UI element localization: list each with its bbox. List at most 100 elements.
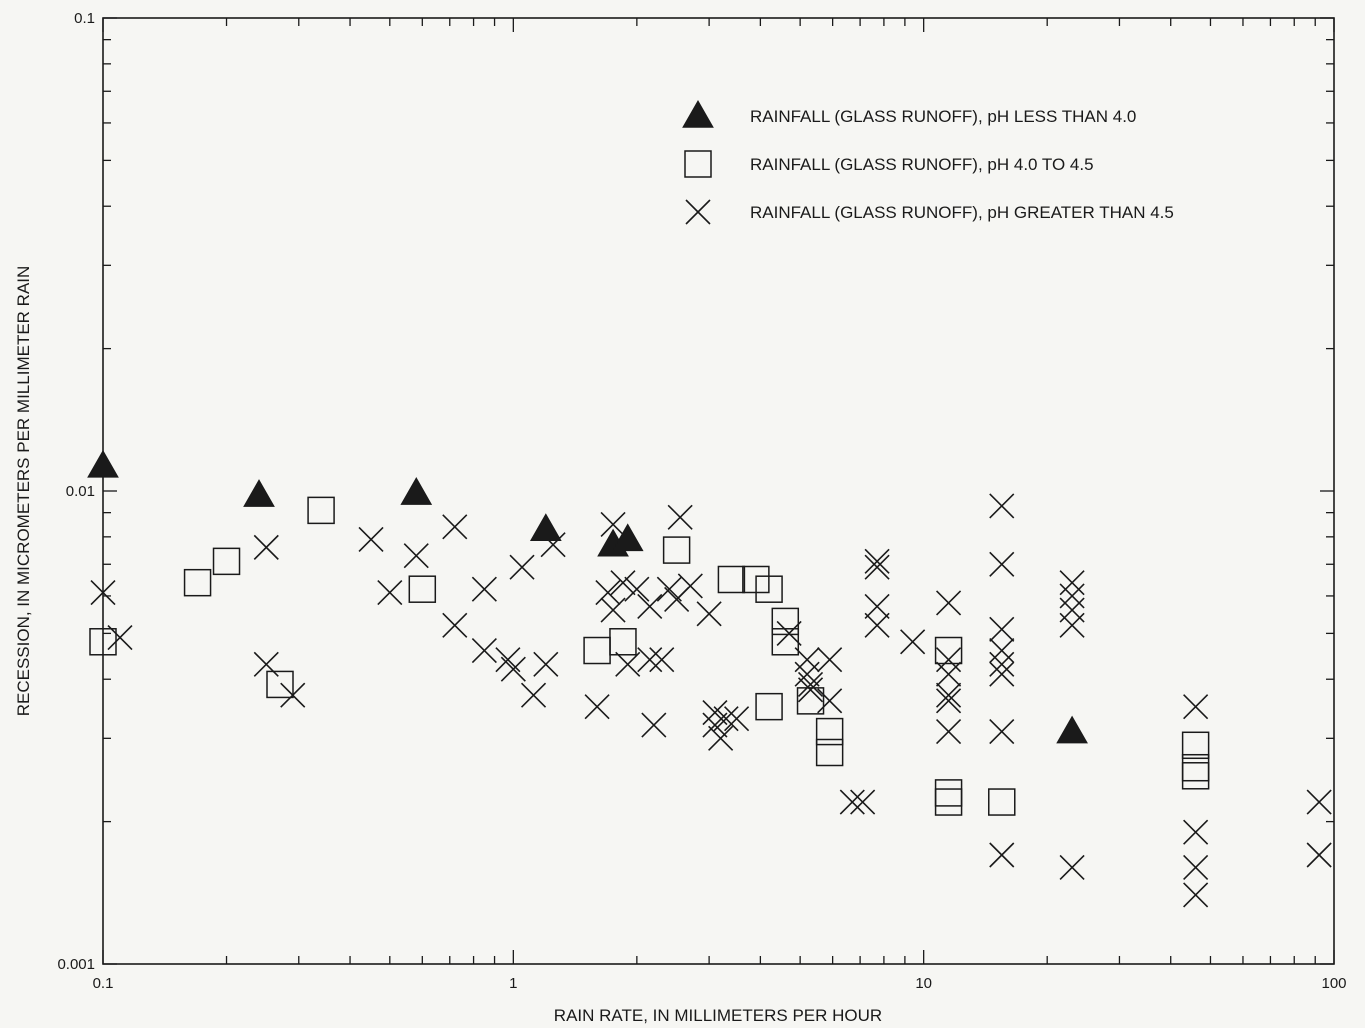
x-point (989, 493, 1015, 519)
square-point (934, 788, 963, 816)
x-marker-stroke (442, 612, 468, 638)
x-point (1059, 612, 1085, 638)
x-point (1306, 842, 1332, 868)
x-point (936, 647, 962, 673)
x-point (839, 789, 865, 815)
legend-item: RAINFALL (GLASS RUNOFF), pH 4.0 TO 4.5 (684, 150, 1094, 178)
x-marker-stroke (989, 719, 1015, 745)
x-marker-stroke (1183, 882, 1209, 908)
x-marker-stroke (377, 579, 403, 606)
x-marker-stroke (797, 671, 824, 697)
x-marker-stroke (989, 637, 1015, 664)
axis-ticks (102, 17, 1335, 965)
x-marker-stroke (90, 579, 116, 606)
x-point (696, 601, 722, 627)
x-point (403, 543, 429, 569)
triangle-point (87, 449, 119, 478)
x-marker-stroke (936, 719, 962, 745)
x-point (724, 706, 750, 732)
x-marker-stroke (584, 694, 610, 720)
legend-item: RAINFALL (GLASS RUNOFF), pH LESS THAN 4.… (682, 99, 1136, 128)
x-point (708, 725, 734, 751)
x-point (989, 551, 1015, 577)
x-marker-stroke (989, 551, 1015, 577)
x-point (1183, 694, 1209, 720)
x-point (817, 647, 843, 673)
x-marker-stroke (649, 647, 675, 673)
x-marker-stroke (403, 543, 429, 569)
x-point (864, 554, 890, 580)
x-marker-stroke (708, 725, 734, 751)
x-point (107, 624, 133, 651)
x-point (936, 590, 962, 616)
x-marker-stroke (677, 573, 703, 599)
square-point (771, 628, 800, 656)
x-marker-stroke (358, 526, 384, 552)
square-point (755, 692, 783, 721)
x-marker-stroke (936, 590, 962, 616)
x-point (936, 719, 962, 745)
x-marker-stroke (713, 706, 739, 732)
x-point (600, 597, 626, 623)
square-point (934, 636, 963, 665)
x-point (471, 637, 497, 664)
series-triangle-points (87, 449, 1088, 744)
x-point (637, 593, 663, 620)
x-marker-stroke (1306, 842, 1332, 868)
x-point (817, 688, 843, 714)
x-point (702, 700, 728, 726)
square-point (988, 788, 1016, 816)
x-point (797, 677, 824, 703)
x-point (1183, 854, 1209, 881)
x-marker-stroke (500, 656, 526, 682)
x-marker-stroke (600, 511, 626, 537)
x-marker-stroke (600, 597, 626, 623)
y-tick-label: 0.1 (74, 10, 95, 27)
triangle-point (243, 479, 275, 507)
x-point (989, 651, 1015, 677)
x-marker-stroke (615, 651, 641, 677)
x-point (989, 661, 1015, 687)
x-marker-stroke (936, 688, 962, 714)
x-point (649, 647, 675, 673)
x-marker-stroke (471, 576, 497, 602)
x-marker-stroke (495, 647, 521, 673)
square-point (755, 575, 783, 603)
x-marker-stroke (989, 651, 1015, 677)
triangle-point (611, 523, 644, 552)
x-marker-stroke (989, 616, 1015, 642)
x-point (677, 573, 703, 599)
x-point (509, 554, 535, 580)
legend-item: RAINFALL (GLASS RUNOFF), pH GREATER THAN… (685, 199, 1174, 225)
legend: RAINFALL (GLASS RUNOFF), pH LESS THAN 4.… (682, 99, 1174, 225)
x-point (989, 842, 1015, 868)
x-point (641, 712, 667, 738)
x-marker-stroke (685, 199, 711, 225)
x-point (280, 682, 306, 708)
x-point (989, 616, 1015, 642)
x-marker-stroke (641, 712, 667, 738)
x-marker-stroke (540, 532, 566, 558)
x-point (1183, 882, 1209, 908)
x-marker-stroke (936, 661, 962, 687)
series-square-points (89, 496, 1210, 816)
x-marker-stroke (509, 554, 535, 580)
x-marker-stroke (900, 629, 926, 655)
x-point (864, 593, 890, 620)
x-point (442, 612, 468, 638)
y-tick-label: 0.01 (66, 483, 95, 500)
x-marker-stroke (864, 593, 890, 620)
x-marker-stroke (253, 534, 279, 560)
x-marker-stroke (776, 620, 802, 646)
square-point (408, 575, 437, 603)
x-marker-stroke (817, 647, 843, 673)
x-point (936, 661, 962, 687)
x-point (1306, 789, 1332, 815)
x-point (989, 719, 1015, 745)
square-point (212, 547, 241, 576)
x-marker-stroke (989, 493, 1015, 519)
x-marker-stroke (989, 661, 1015, 687)
x-marker-stroke (794, 661, 820, 687)
x-point (936, 682, 962, 708)
